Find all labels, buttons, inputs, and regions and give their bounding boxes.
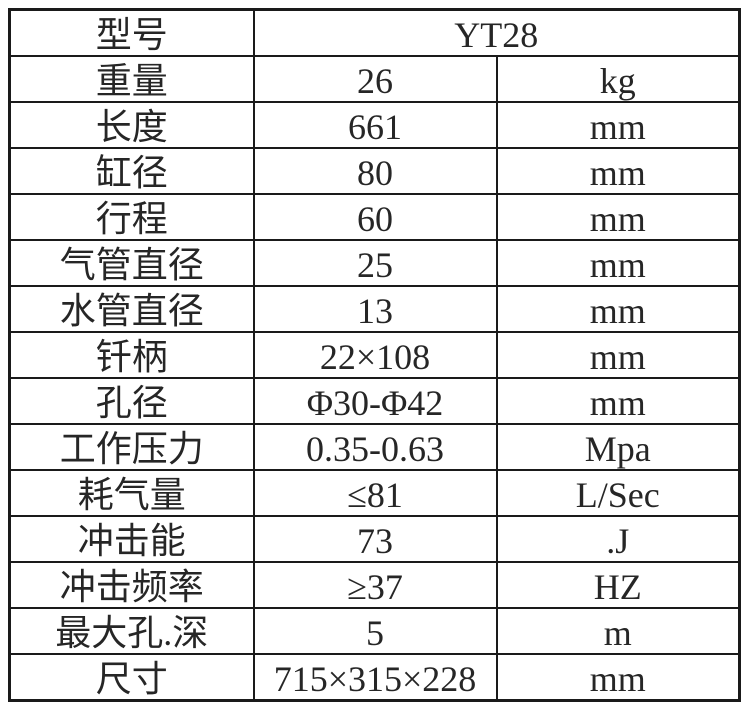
spec-unit: mm [495, 239, 741, 287]
table-row: 气管直径 25 mm [8, 239, 741, 287]
table-row-model: 型号 YT28 [8, 8, 741, 57]
spec-unit: mm [495, 653, 741, 702]
table-row: 缸径 80 mm [8, 147, 741, 195]
spec-value-model: YT28 [252, 8, 741, 57]
spec-label: 冲击频率 [8, 561, 255, 609]
spec-unit: mm [495, 331, 741, 379]
spec-value: 25 [252, 239, 498, 287]
spec-unit: mm [495, 101, 741, 149]
spec-value: 80 [252, 147, 498, 195]
spec-label-model: 型号 [8, 8, 255, 57]
spec-label: 尺寸 [8, 653, 255, 702]
table-row: 重量 26 kg [8, 55, 741, 103]
spec-label: 行程 [8, 193, 255, 241]
spec-unit: .J [495, 515, 741, 563]
table-row: 钎柄 22×108 mm [8, 331, 741, 379]
spec-value: 22×108 [252, 331, 498, 379]
table-row: 最大孔.深 5 m [8, 607, 741, 655]
spec-table: 型号 YT28 重量 26 kg 长度 661 mm 缸径 80 mm 行程 6… [8, 8, 741, 702]
table-row: 耗气量 ≤81 L/Sec [8, 469, 741, 517]
spec-unit: kg [495, 55, 741, 103]
table-row: 工作压力 0.35-0.63 Mpa [8, 423, 741, 471]
spec-value: 661 [252, 101, 498, 149]
spec-value: 5 [252, 607, 498, 655]
spec-label: 长度 [8, 101, 255, 149]
spec-label: 工作压力 [8, 423, 255, 471]
spec-value: ≤81 [252, 469, 498, 517]
spec-unit: mm [495, 147, 741, 195]
spec-unit: mm [495, 285, 741, 333]
table-row: 行程 60 mm [8, 193, 741, 241]
spec-value: 0.35-0.63 [252, 423, 498, 471]
spec-value: Φ30-Φ42 [252, 377, 498, 425]
spec-unit: mm [495, 193, 741, 241]
spec-label: 冲击能 [8, 515, 255, 563]
spec-value: 60 [252, 193, 498, 241]
spec-label: 最大孔.深 [8, 607, 255, 655]
spec-label: 水管直径 [8, 285, 255, 333]
spec-unit: m [495, 607, 741, 655]
spec-value: 715×315×228 [252, 653, 498, 702]
table-row: 水管直径 13 mm [8, 285, 741, 333]
spec-label: 重量 [8, 55, 255, 103]
table-row: 冲击频率 ≥37 HZ [8, 561, 741, 609]
spec-label: 钎柄 [8, 331, 255, 379]
spec-value: 73 [252, 515, 498, 563]
spec-value: ≥37 [252, 561, 498, 609]
spec-value: 26 [252, 55, 498, 103]
spec-label: 孔径 [8, 377, 255, 425]
spec-label: 耗气量 [8, 469, 255, 517]
spec-value: 13 [252, 285, 498, 333]
spec-unit: Mpa [495, 423, 741, 471]
spec-label: 气管直径 [8, 239, 255, 287]
spec-label: 缸径 [8, 147, 255, 195]
spec-unit: mm [495, 377, 741, 425]
table-row: 尺寸 715×315×228 mm [8, 653, 741, 702]
table-row: 孔径 Φ30-Φ42 mm [8, 377, 741, 425]
table-row: 长度 661 mm [8, 101, 741, 149]
spec-unit: L/Sec [495, 469, 741, 517]
spec-unit: HZ [495, 561, 741, 609]
table-row: 冲击能 73 .J [8, 515, 741, 563]
